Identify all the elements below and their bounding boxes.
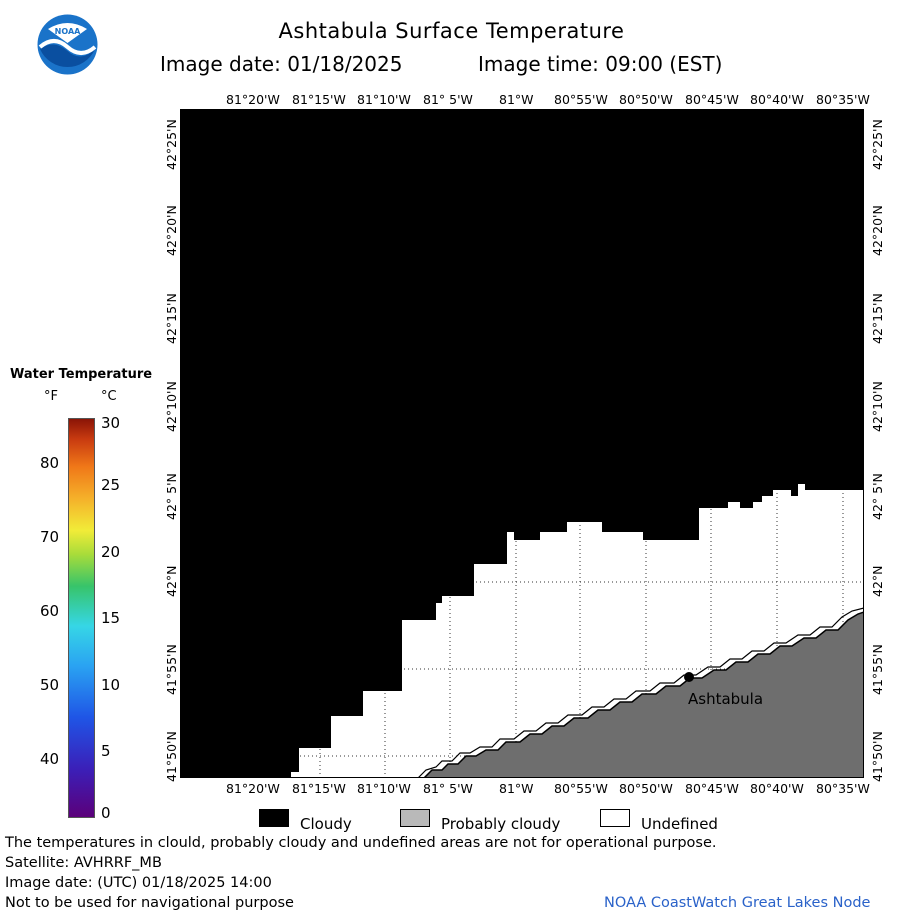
image-date: Image date: 01/18/2025: [160, 52, 403, 76]
lon-label: 80°45'W: [685, 92, 739, 107]
probably-cloudy-area: [422, 611, 864, 778]
lon-label: 81°10'W: [357, 92, 411, 107]
lat-label: 42°25'N: [164, 119, 179, 170]
city-label: Ashtabula: [688, 690, 764, 708]
lat-label: 42°N: [164, 565, 179, 597]
probably-cloudy-swatch: [400, 809, 430, 827]
lat-label: 41°55'N: [164, 644, 179, 695]
lat-label: 41°50'N: [870, 731, 885, 782]
lat-label: 42°15'N: [870, 293, 885, 344]
lat-label: 42° 5'N: [870, 473, 885, 520]
lon-label: 81°20'W: [226, 781, 280, 796]
f-tick: 70: [40, 528, 60, 546]
f-tick: 40: [40, 750, 60, 768]
disclaimer: The temperatures in clould, probably clo…: [5, 835, 717, 851]
f-tick: 80: [40, 454, 60, 472]
lon-label: 81°10'W: [357, 781, 411, 796]
lon-label: 80°50'W: [619, 781, 673, 796]
lat-label: 42°20'N: [164, 205, 179, 256]
c-tick: 15: [101, 609, 121, 627]
lon-label: 81°W: [499, 92, 534, 107]
color-scale-bar: [68, 418, 95, 818]
lat-label: 42°10'N: [870, 381, 885, 432]
lon-label: 81°15'W: [292, 92, 346, 107]
lon-label: 80°35'W: [816, 781, 870, 796]
c-tick: 0: [101, 804, 111, 822]
f-tick: 60: [40, 602, 60, 620]
unit-celsius: °C: [101, 389, 117, 404]
page-title: Ashtabula Surface Temperature: [278, 19, 625, 43]
lon-label: 81° 5'W: [423, 781, 473, 796]
satellite-info: Satellite: AVHRRF_MB: [5, 855, 162, 871]
lon-label: 80°55'W: [554, 781, 608, 796]
utc-date: Image date: (UTC) 01/18/2025 14:00: [5, 875, 272, 891]
lon-label: 80°45'W: [685, 781, 739, 796]
lat-label: 42°15'N: [164, 293, 179, 344]
probably-cloudy-label: Probably cloudy: [441, 815, 561, 833]
lon-label: 81°15'W: [292, 781, 346, 796]
nav-warning: Not to be used for navigational purpose: [5, 895, 294, 911]
lat-label: 42°20'N: [870, 205, 885, 256]
cloudy-swatch: [259, 809, 289, 827]
undefined-label: Undefined: [641, 815, 718, 833]
image-time: Image time: 09:00 (EST): [478, 52, 723, 76]
lat-label: 42° 5'N: [164, 473, 179, 520]
c-tick: 30: [101, 414, 121, 432]
c-tick: 10: [101, 676, 121, 694]
lat-label: 41°55'N: [870, 644, 885, 695]
lon-label: 80°55'W: [554, 92, 608, 107]
color-scale-title: Water Temperature: [10, 367, 153, 382]
noaa-logo: NOAA: [37, 14, 98, 75]
temperature-map: [180, 109, 864, 778]
lon-label: 81°20'W: [226, 92, 280, 107]
svg-text:NOAA: NOAA: [55, 27, 81, 36]
undefined-swatch: [600, 809, 630, 827]
cloudy-label: Cloudy: [300, 815, 352, 833]
lon-label: 81°W: [499, 781, 534, 796]
cloud-area: [180, 109, 864, 778]
lat-label: 42°10'N: [164, 381, 179, 432]
lat-label: 41°50'N: [164, 731, 179, 782]
c-tick: 20: [101, 543, 121, 561]
lon-label: 80°40'W: [750, 92, 804, 107]
c-tick: 5: [101, 742, 111, 760]
unit-fahrenheit: °F: [44, 389, 58, 404]
lat-label: 42°25'N: [870, 119, 885, 170]
lon-label: 80°35'W: [816, 92, 870, 107]
lon-label: 81° 5'W: [423, 92, 473, 107]
credit: NOAA CoastWatch Great Lakes Node: [604, 895, 871, 911]
lon-label: 80°40'W: [750, 781, 804, 796]
c-tick: 25: [101, 476, 121, 494]
lat-label: 42°N: [870, 565, 885, 597]
f-tick: 50: [40, 676, 60, 694]
lon-label: 80°50'W: [619, 92, 673, 107]
ashtabula-marker: [684, 672, 694, 682]
